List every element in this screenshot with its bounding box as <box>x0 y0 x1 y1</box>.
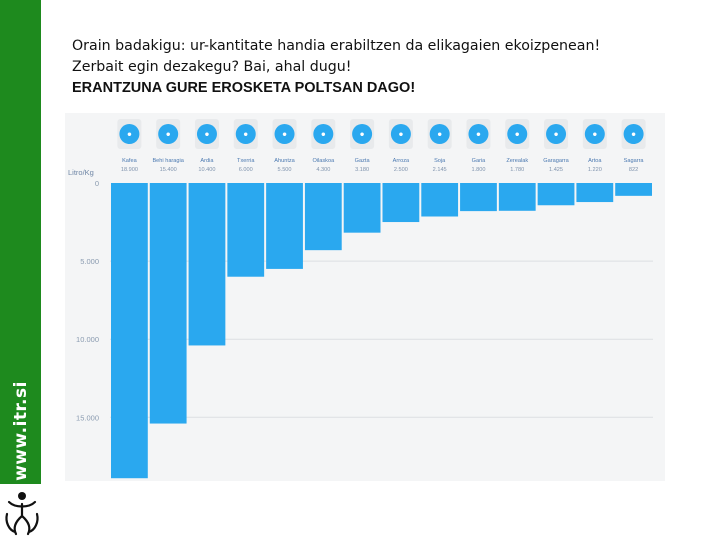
logo-figure-icon <box>5 492 39 536</box>
value-label: 822 <box>629 167 638 173</box>
bar <box>382 183 420 223</box>
value-label: 6.000 <box>239 167 253 173</box>
bar <box>615 183 652 196</box>
corn-icon <box>584 124 605 144</box>
y-tick-label: 5.000 <box>80 257 99 266</box>
y-tick-label: 15.000 <box>76 413 99 422</box>
value-label: 1.425 <box>549 167 563 173</box>
green-sidebar: www.itr.si <box>0 0 41 484</box>
category-label: Sagarra <box>624 158 645 164</box>
coffee-icon-glyph: • <box>126 130 132 141</box>
bar <box>421 183 459 217</box>
barley-icon-glyph: • <box>553 130 559 141</box>
corn-icon-glyph: • <box>592 130 598 141</box>
sheep-icon-glyph: • <box>204 130 210 141</box>
value-label: 1.800 <box>471 167 485 173</box>
y-tick-label: 10.000 <box>76 335 99 344</box>
bar <box>188 183 226 346</box>
bar <box>460 183 497 212</box>
value-label: 1.780 <box>510 167 524 173</box>
category-label: Zerealak <box>506 158 528 164</box>
category-label: Soja <box>434 158 446 164</box>
value-label: 1.220 <box>588 167 602 173</box>
value-label: 10.400 <box>198 167 215 173</box>
text-line-1: Orain badakigu: ur-kantitate handia erab… <box>72 38 601 54</box>
bar <box>149 183 187 424</box>
pig-icon <box>235 124 256 144</box>
category-label: Garia <box>472 158 487 164</box>
cow-icon-glyph: • <box>165 130 171 141</box>
chart-svg: 0 5.000 10.000 15.000 Litro/Kg • Kafea 18.900 • B… <box>68 119 653 479</box>
bar <box>576 183 614 203</box>
cereal-icon <box>507 124 528 144</box>
bar <box>537 183 575 206</box>
rice-icon <box>390 124 411 144</box>
text-line-2: Zerbait egin dezakegu? Bai, ahal dugu! <box>72 59 352 75</box>
goat-icon-glyph: • <box>281 130 287 141</box>
category-label: Kafea <box>122 158 138 164</box>
barley-icon <box>546 124 567 144</box>
bar <box>111 183 148 479</box>
goat-icon <box>274 124 295 144</box>
wheat-icon-glyph: • <box>475 130 481 141</box>
water-footprint-chart: 0 5.000 10.000 15.000 Litro/Kg • Kafea 18.900 • B… <box>65 113 665 481</box>
y-axis-label: Litro/Kg <box>68 168 94 177</box>
value-label: 4.300 <box>316 167 330 173</box>
pig-icon-glyph: • <box>243 130 249 141</box>
rice-icon-glyph: • <box>398 130 404 141</box>
category-label: Oilaskoa <box>312 158 335 164</box>
coffee-icon <box>119 124 140 144</box>
sidebar-url: www.itr.si <box>11 381 31 481</box>
bar <box>227 183 265 277</box>
value-label: 5.500 <box>278 167 292 173</box>
category-label: Txerria <box>237 158 255 164</box>
value-label: 3.180 <box>355 167 369 173</box>
cow-icon <box>158 124 179 144</box>
cheese-icon <box>352 124 373 144</box>
category-label: Arroza <box>393 158 410 164</box>
bar <box>304 183 342 251</box>
category-label: Ardia <box>200 158 214 164</box>
cheese-icon-glyph: • <box>359 130 365 141</box>
chicken-icon <box>313 124 334 144</box>
value-label: 2.145 <box>433 167 447 173</box>
apple-icon <box>623 124 644 144</box>
cereal-icon-glyph: • <box>514 130 520 141</box>
value-label: 18.900 <box>121 167 138 173</box>
slide-text: Orain badakigu: ur-kantitate handia erab… <box>72 36 692 99</box>
category-label: Ahuntza <box>274 158 295 164</box>
bar <box>343 183 381 233</box>
category-label: Garagarra <box>543 158 569 164</box>
wheat-icon <box>468 124 489 144</box>
soy-icon <box>429 124 450 144</box>
apple-icon-glyph: • <box>630 130 636 141</box>
category-label: Artoa <box>588 158 602 164</box>
soy-icon-glyph: • <box>436 130 442 141</box>
value-label: 15.400 <box>160 167 177 173</box>
value-label: 2.500 <box>394 167 408 173</box>
chicken-icon-glyph: • <box>320 130 326 141</box>
bar <box>266 183 303 269</box>
text-line-3: ERANTZUNA GURE EROSKETA POLTSAN DAGO! <box>72 80 416 96</box>
y-tick-label: 0 <box>95 179 99 188</box>
sheep-icon <box>196 124 217 144</box>
bar <box>498 183 536 211</box>
category-label: Gazta <box>355 158 371 164</box>
category-label: Behi haragia <box>152 158 184 164</box>
